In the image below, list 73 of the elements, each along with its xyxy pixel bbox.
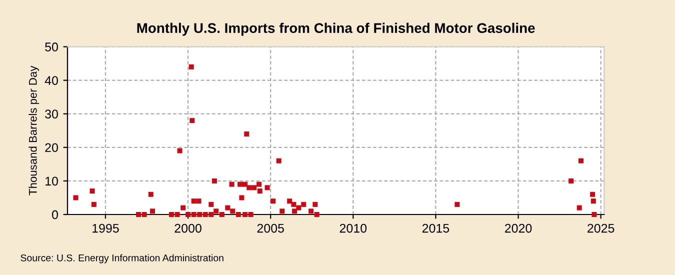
- point: [238, 182, 243, 187]
- point: [186, 212, 191, 218]
- point: [73, 195, 78, 200]
- point: [312, 202, 318, 207]
- point: [208, 202, 214, 207]
- point: [296, 205, 302, 210]
- point: [219, 212, 224, 218]
- point: [148, 192, 154, 197]
- point: [248, 212, 254, 218]
- point: [225, 205, 230, 210]
- point: [230, 208, 236, 214]
- y-tick-label: 30: [45, 110, 58, 118]
- point: [188, 64, 194, 70]
- point: [169, 212, 174, 218]
- point: [229, 182, 234, 187]
- point: [208, 212, 214, 218]
- y-tick-label: 50: [45, 42, 58, 52]
- point: [578, 158, 584, 164]
- point: [180, 205, 186, 210]
- point: [212, 178, 217, 184]
- x-tick-label: 2020: [504, 224, 532, 233]
- x-tick-label: 2000: [174, 224, 202, 233]
- source-note: Source: U.S. Energy Information Administration: [20, 254, 224, 264]
- point: [252, 185, 257, 190]
- point: [292, 208, 298, 214]
- point: [592, 212, 597, 218]
- x-tick-label: 2015: [422, 224, 450, 233]
- point: [202, 212, 208, 218]
- point: [576, 205, 582, 210]
- point: [174, 212, 180, 218]
- x-tick-label: 2010: [340, 224, 367, 233]
- point: [257, 188, 262, 194]
- point: [242, 212, 248, 218]
- point: [568, 178, 574, 184]
- point: [150, 208, 156, 214]
- point: [264, 185, 270, 190]
- point: [197, 212, 202, 218]
- point: [276, 158, 282, 164]
- point: [136, 212, 142, 218]
- point: [590, 198, 596, 204]
- point: [236, 212, 241, 218]
- point: [191, 212, 196, 218]
- y-tick-label: 0: [52, 210, 58, 220]
- point: [142, 212, 147, 218]
- x-tick-label: 1995: [92, 224, 119, 233]
- point: [314, 212, 320, 218]
- point: [177, 148, 182, 154]
- point: [244, 131, 250, 136]
- point: [90, 188, 95, 194]
- point: [246, 185, 252, 190]
- point: [280, 208, 285, 214]
- point: [239, 195, 244, 200]
- y-axis-title: Thousand Barrels per Day: [28, 66, 40, 196]
- point: [291, 202, 296, 207]
- point: [301, 202, 306, 207]
- point: [190, 118, 195, 124]
- point: [91, 202, 96, 207]
- point: [191, 198, 196, 204]
- chart-title: Monthly U.S. Imports from China of Finished Motor Gasoline: [137, 22, 535, 36]
- point: [287, 198, 292, 204]
- y-tick-label: 40: [44, 76, 58, 85]
- point: [196, 198, 202, 204]
- point: [308, 208, 314, 214]
- point: [590, 192, 596, 197]
- point: [242, 182, 248, 187]
- point: [270, 198, 276, 204]
- x-tick-label: 2025: [588, 224, 614, 233]
- point: [454, 202, 460, 207]
- point: [256, 182, 262, 187]
- point: [214, 208, 219, 214]
- x-tick-label: 2005: [257, 224, 284, 233]
- y-tick-label: 10: [46, 176, 58, 186]
- y-tick-label: 20: [45, 143, 58, 152]
